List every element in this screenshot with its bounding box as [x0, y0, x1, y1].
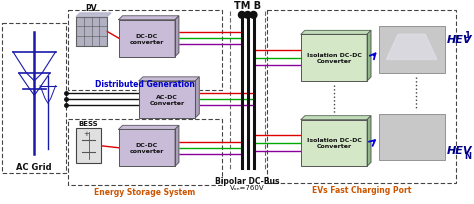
Text: Distributed Generation: Distributed Generation — [95, 79, 195, 88]
Text: DC-DC
converter: DC-DC converter — [129, 34, 164, 44]
Text: Isolation DC-DC
Converter: Isolation DC-DC Converter — [307, 138, 362, 149]
Text: +: + — [83, 131, 89, 136]
Text: 1: 1 — [464, 31, 470, 40]
Polygon shape — [367, 116, 371, 166]
Text: AC Grid: AC Grid — [17, 162, 52, 171]
Bar — [2, 23, 66, 173]
Polygon shape — [301, 31, 371, 35]
Text: Energy Storage System: Energy Storage System — [94, 187, 195, 196]
Polygon shape — [175, 17, 179, 57]
Text: Isolation DC-DC
Converter: Isolation DC-DC Converter — [307, 53, 362, 64]
Text: TM B: TM B — [234, 1, 261, 11]
Bar — [267, 11, 456, 183]
Circle shape — [250, 12, 257, 19]
Circle shape — [238, 12, 245, 19]
Text: Bipolar DC-Bus: Bipolar DC-Bus — [216, 176, 280, 185]
Bar — [76, 18, 107, 47]
Text: AC-DC
Converter: AC-DC Converter — [150, 94, 185, 105]
Bar — [118, 21, 175, 57]
Text: BESS: BESS — [79, 121, 99, 127]
Circle shape — [244, 12, 251, 19]
Bar — [68, 119, 221, 185]
Polygon shape — [386, 35, 437, 60]
Text: HEV: HEV — [447, 35, 472, 45]
Bar — [301, 120, 367, 166]
Text: DC-DC
converter: DC-DC converter — [129, 143, 164, 153]
Text: HEV: HEV — [447, 145, 472, 155]
Polygon shape — [175, 126, 179, 166]
Polygon shape — [301, 116, 371, 120]
Bar — [379, 27, 445, 74]
Polygon shape — [195, 78, 199, 118]
Text: N: N — [464, 152, 471, 161]
Bar — [379, 114, 445, 161]
Text: Vₒₙ=760V: Vₒₙ=760V — [230, 184, 265, 190]
Polygon shape — [139, 78, 199, 81]
Bar — [139, 81, 195, 118]
Text: PV: PV — [86, 4, 97, 13]
Polygon shape — [76, 14, 111, 18]
Polygon shape — [118, 126, 179, 130]
Text: EVs Fast Charging Port: EVs Fast Charging Port — [312, 185, 411, 194]
Bar — [118, 130, 175, 166]
Polygon shape — [367, 31, 371, 81]
Bar — [68, 11, 221, 90]
Polygon shape — [118, 17, 179, 21]
Bar — [76, 129, 101, 163]
Bar — [301, 35, 367, 81]
